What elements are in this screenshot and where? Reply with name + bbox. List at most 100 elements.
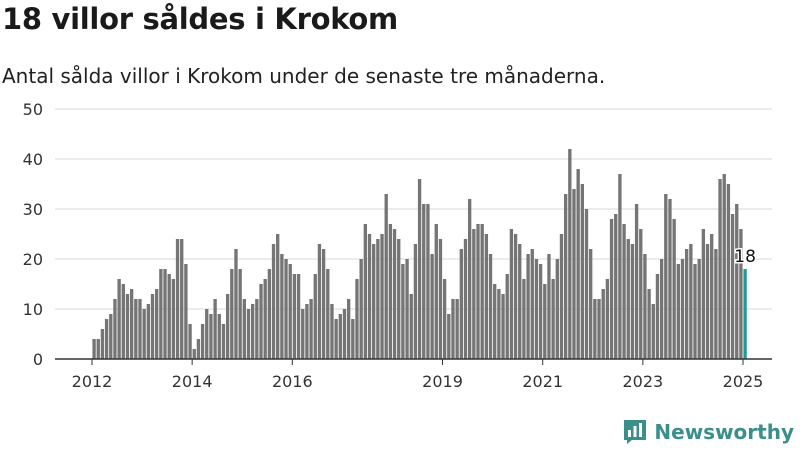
bar xyxy=(484,234,489,359)
x-tick-label: 2014 xyxy=(172,372,213,391)
bar xyxy=(309,299,313,359)
bar xyxy=(100,329,105,359)
bar xyxy=(180,239,184,359)
bar xyxy=(538,264,543,359)
bar xyxy=(238,269,242,359)
bar xyxy=(213,299,217,359)
bar xyxy=(488,254,493,359)
bar xyxy=(92,339,96,359)
bar xyxy=(710,234,714,359)
bar xyxy=(346,299,351,359)
bar xyxy=(447,314,451,359)
bar xyxy=(217,314,221,359)
brand-name: Newsworthy xyxy=(654,420,794,444)
bar xyxy=(684,249,689,359)
bar xyxy=(618,174,622,359)
bar xyxy=(434,224,438,359)
bar xyxy=(593,299,597,359)
bar xyxy=(426,204,430,359)
y-tick-label: 10 xyxy=(23,300,43,319)
bar xyxy=(705,244,710,359)
bar xyxy=(522,279,526,359)
bar xyxy=(639,229,643,359)
x-tick-label: 2019 xyxy=(422,372,463,391)
bar xyxy=(551,279,555,359)
bar xyxy=(163,269,167,359)
y-tick-label: 50 xyxy=(23,100,43,119)
bar xyxy=(142,309,146,359)
bar xyxy=(317,244,322,359)
bar xyxy=(288,264,292,359)
bar xyxy=(659,259,664,359)
bar xyxy=(401,264,405,359)
bar xyxy=(647,289,651,359)
bar xyxy=(334,319,338,359)
bar xyxy=(409,294,413,359)
bar xyxy=(668,199,672,359)
bar xyxy=(601,289,605,359)
bar xyxy=(630,244,635,359)
bar xyxy=(380,234,384,359)
bar xyxy=(530,249,534,359)
bar xyxy=(150,294,155,359)
bar xyxy=(417,179,422,359)
bar xyxy=(730,214,735,359)
bar xyxy=(430,254,434,359)
bar xyxy=(614,214,618,359)
bar xyxy=(664,194,668,359)
bar xyxy=(117,279,121,359)
bar xyxy=(513,234,518,359)
bar xyxy=(113,299,117,359)
page-subtitle: Antal sålda villor i Krokom under de sen… xyxy=(2,64,606,88)
page-title: 18 villor såldes i Krokom xyxy=(2,2,398,36)
bar xyxy=(526,254,530,359)
bar xyxy=(267,269,272,359)
bar xyxy=(121,284,125,359)
bar xyxy=(196,339,201,359)
bar xyxy=(655,274,660,359)
bar xyxy=(171,279,176,359)
bar xyxy=(355,279,359,359)
bar xyxy=(518,244,522,359)
bar xyxy=(263,279,267,359)
bar xyxy=(547,254,551,359)
bar xyxy=(609,219,614,359)
x-tick-label: 2012 xyxy=(72,372,113,391)
bar xyxy=(134,299,138,359)
bar xyxy=(250,304,255,359)
bar xyxy=(351,319,355,359)
bar xyxy=(543,284,547,359)
bar xyxy=(413,244,418,359)
bar xyxy=(534,259,539,359)
bar xyxy=(363,224,368,359)
bar xyxy=(305,304,309,359)
brand: Newsworthy xyxy=(624,420,794,444)
bar xyxy=(634,204,639,359)
bar xyxy=(313,274,317,359)
bar xyxy=(209,314,213,359)
x-tick-label: 2016 xyxy=(272,372,313,391)
bar xyxy=(129,289,134,359)
bar xyxy=(246,309,251,359)
bar xyxy=(234,249,238,359)
y-tick-label: 40 xyxy=(23,150,43,169)
bar xyxy=(397,239,401,359)
bar xyxy=(159,269,163,359)
bar xyxy=(175,239,180,359)
bar xyxy=(568,149,572,359)
bar xyxy=(501,294,505,359)
bar xyxy=(726,184,731,359)
bar xyxy=(739,229,743,359)
bar xyxy=(296,274,301,359)
bar xyxy=(455,299,459,359)
bar xyxy=(672,219,676,359)
bar xyxy=(714,249,718,359)
bar xyxy=(622,224,626,359)
x-tick-label: 2021 xyxy=(522,372,563,391)
value-label: 18 xyxy=(734,247,756,267)
bar xyxy=(230,269,234,359)
bar xyxy=(718,179,722,359)
bar xyxy=(326,269,330,359)
bar xyxy=(342,309,347,359)
